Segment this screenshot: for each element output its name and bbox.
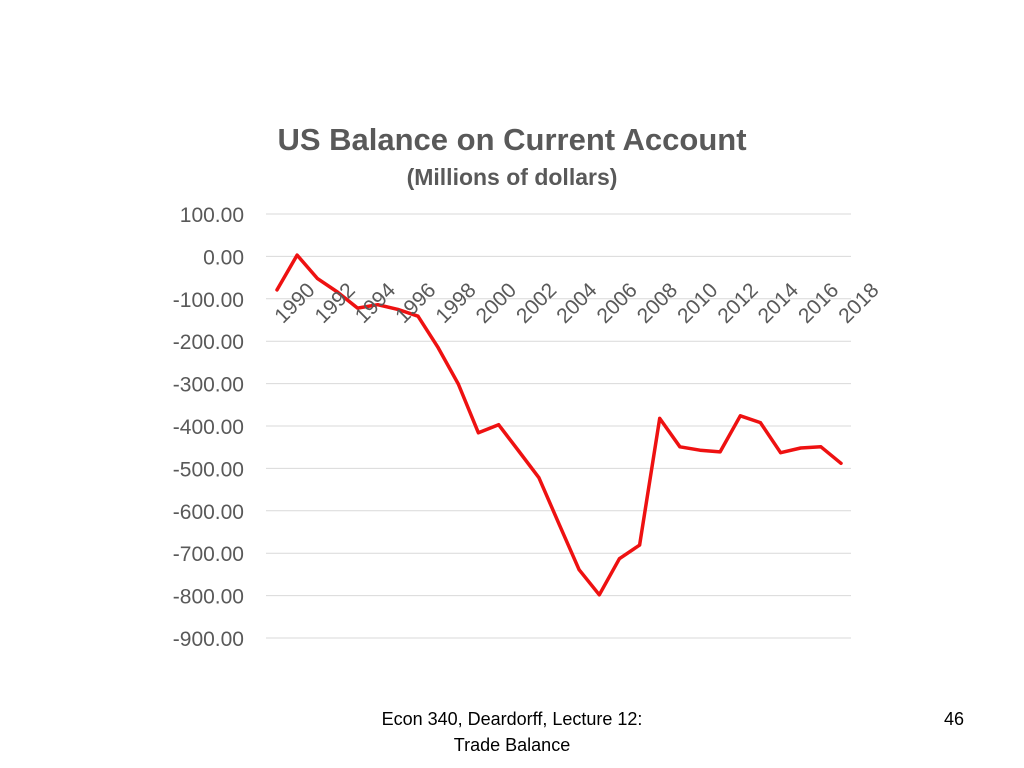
data-point <box>597 593 601 597</box>
x-tick-label: 2000 <box>472 279 521 328</box>
data-point <box>698 448 702 452</box>
data-point <box>476 431 480 435</box>
x-axis-ticks: 1990199219941996199820002002200420062008… <box>270 278 883 328</box>
x-tick-label: 1996 <box>391 279 440 328</box>
data-point <box>497 423 501 427</box>
y-tick-label: -800.00 <box>173 586 244 609</box>
data-point <box>638 543 642 547</box>
data-point <box>839 461 843 465</box>
x-tick-label: 2018 <box>834 279 883 328</box>
data-point <box>617 557 621 561</box>
chart-subtitle: (Millions of dollars) <box>407 164 618 190</box>
data-point <box>275 288 279 292</box>
x-tick-label: 2016 <box>794 279 843 328</box>
x-tick-label: 2004 <box>552 278 602 328</box>
x-tick-label: 2008 <box>633 279 682 328</box>
data-point <box>738 414 742 418</box>
x-tick-label: 1994 <box>351 278 401 328</box>
data-point <box>396 307 400 311</box>
data-point <box>537 476 541 480</box>
y-tick-label: -200.00 <box>173 331 244 354</box>
gridlines <box>266 213 851 639</box>
x-tick-label: 2012 <box>713 279 762 328</box>
data-point <box>678 445 682 449</box>
y-axis-ticks: 100.00 0.00 -100.00 -200.00 -300.00 -400.00 -5… <box>173 204 244 651</box>
x-tick-label: 2014 <box>754 278 804 328</box>
y-tick-label: -500.00 <box>173 458 244 481</box>
data-point <box>335 290 339 294</box>
slide-footer: Econ 340, Deardorff, Lecture 12: Trade B… <box>340 706 684 758</box>
footer-line-1: Econ 340, Deardorff, Lecture 12: <box>381 709 643 729</box>
x-tick-label: 2002 <box>512 279 561 328</box>
series-layer <box>275 253 843 597</box>
y-tick-label: 0.00 <box>203 246 244 269</box>
y-tick-label: -400.00 <box>173 416 244 439</box>
x-tick-label: 2010 <box>673 279 722 328</box>
y-tick-label: 100.00 <box>180 204 244 227</box>
data-point <box>779 451 783 455</box>
data-point <box>376 303 380 307</box>
data-point <box>819 445 823 449</box>
data-point <box>436 346 440 350</box>
y-tick-label: -600.00 <box>173 501 244 524</box>
data-point <box>315 276 319 280</box>
y-tick-label: -900.00 <box>173 628 244 651</box>
data-point <box>658 416 662 420</box>
y-tick-label: -300.00 <box>173 374 244 397</box>
data-point <box>416 314 420 318</box>
data-point <box>557 522 561 526</box>
y-tick-label: -100.00 <box>173 289 244 312</box>
data-point <box>456 382 460 386</box>
data-point <box>577 568 581 572</box>
data-point <box>295 253 299 257</box>
data-point <box>758 421 762 425</box>
data-point <box>718 450 722 454</box>
x-tick-label: 2006 <box>593 279 642 328</box>
data-point <box>356 306 360 310</box>
data-point <box>517 449 521 453</box>
slide-number: 46 <box>943 709 964 729</box>
chart-title: US Balance on Current Account <box>277 122 746 157</box>
data-point <box>799 446 803 450</box>
x-tick-label: 1998 <box>431 279 480 328</box>
y-tick-label: -700.00 <box>173 543 244 566</box>
footer-line-2: Trade Balance <box>453 735 571 755</box>
